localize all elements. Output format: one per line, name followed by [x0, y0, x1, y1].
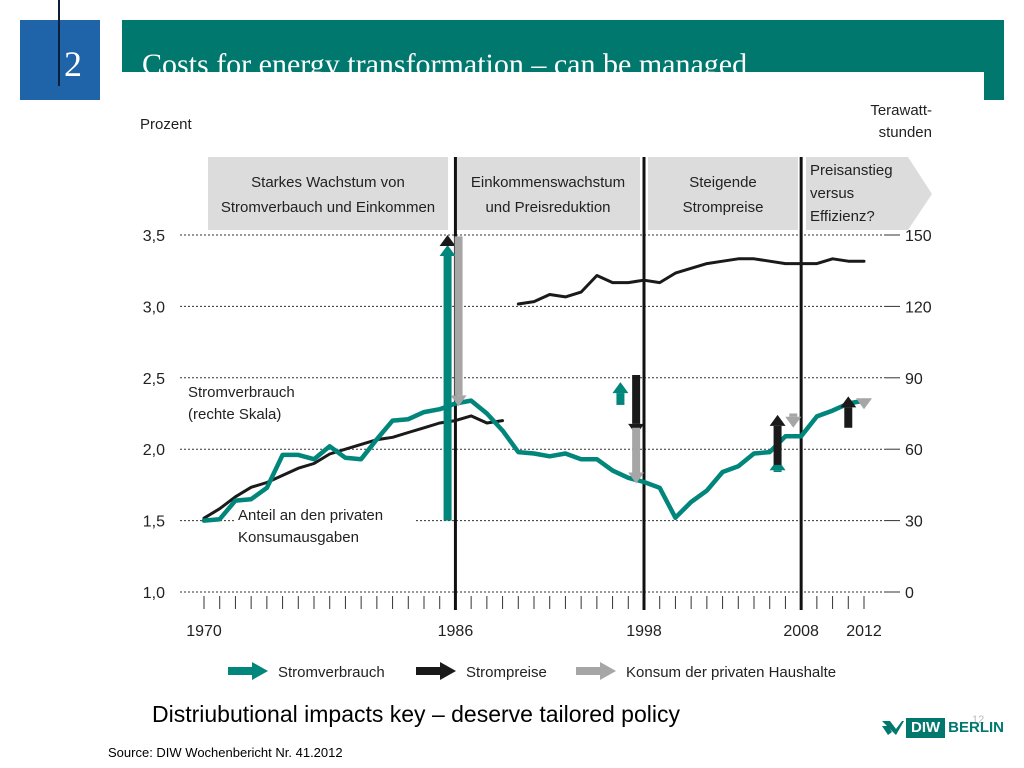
page-number: 12	[972, 714, 985, 726]
phase-label-4-line2: versus	[810, 185, 854, 202]
phase-label-3-line2: Strompreise	[683, 199, 764, 216]
x-tick-label: 1986	[438, 623, 474, 640]
phase-label-4-line1: Preisanstieg	[810, 162, 893, 179]
arrow-black-8	[769, 414, 786, 465]
arrow-head	[612, 382, 629, 394]
y-left-tick-label: 1,0	[143, 585, 165, 602]
arrow-head	[628, 472, 645, 484]
legend-arrow-shaft	[228, 667, 252, 675]
arrow-gray-6	[628, 427, 645, 484]
arrow-black-5	[628, 374, 645, 435]
x-tick-label: 1998	[626, 623, 662, 640]
arrow-head	[769, 414, 786, 426]
arrow-head	[785, 416, 802, 428]
logo-text-berlin: BERLIN	[948, 719, 1005, 736]
diw-logo-mark-icon	[882, 721, 904, 735]
arrow-head	[856, 398, 872, 410]
legend-item-1: Stromverbrauch	[228, 662, 385, 681]
arrow-black-2	[439, 235, 456, 246]
legend-label: Konsum der privaten Haushalte	[626, 664, 836, 681]
series-1-label-line2: (rechte Skala)	[188, 406, 281, 423]
legend-label: Strompreise	[466, 664, 547, 681]
y-right-tick-label: 150	[905, 228, 932, 245]
arrow-gray-11	[856, 398, 872, 410]
y-left-tick-label: 1,5	[143, 514, 165, 531]
y-right-tick-label: 30	[905, 514, 923, 531]
arrow-head	[439, 244, 456, 256]
legend-item-3: Konsum der privaten Haushalte	[576, 662, 836, 681]
phase-label-2-line1: Einkommenswachstum	[471, 174, 625, 191]
arrow-head	[439, 235, 456, 246]
phase-box-2	[456, 157, 640, 230]
arrow-gray-9	[785, 413, 802, 428]
series-1-label-line1: Stromverbrauch	[188, 384, 295, 401]
section-divider-line	[58, 0, 60, 86]
phase-box-1	[208, 157, 448, 230]
logo-text-diw: DIW	[906, 718, 946, 738]
series-1-line-segment-1	[202, 414, 505, 520]
y-right-title-line2: stunden	[879, 124, 932, 141]
y-right-tick-label: 90	[905, 371, 923, 388]
x-tick-label: 1970	[186, 623, 222, 640]
phase-label-1-line2: Stromverbauch und Einkommen	[221, 199, 435, 216]
x-tick-label: 2008	[783, 623, 819, 640]
legend-arrow-shaft	[416, 667, 440, 675]
y-left-title: Prozent	[140, 116, 193, 133]
source-note: Source: DIW Wochenbericht Nr. 41.2012	[108, 745, 343, 760]
x-tick-label: 2012	[846, 623, 882, 640]
arrow-teal-4	[612, 382, 629, 405]
section-number-box: 2	[20, 0, 100, 100]
phase-label-1-line1: Starkes Wachstum von	[251, 174, 405, 191]
series-2-line-segment-1	[201, 398, 867, 523]
arrow-gray-3	[450, 236, 467, 407]
y-right-tick-label: 0	[905, 585, 914, 602]
y-right-tick-label: 60	[905, 442, 923, 459]
series-1-line-segment-2	[516, 257, 866, 306]
arrow-teal-1	[439, 244, 456, 521]
arrow-black-10	[840, 396, 857, 428]
legend-arrow-shaft	[576, 667, 600, 675]
legend-arrow-head	[252, 662, 268, 680]
arrow-head	[840, 396, 857, 408]
series-2-label-line1: Anteil an den privaten	[238, 507, 383, 524]
phase-box-3	[648, 157, 798, 230]
legend-arrow-head	[600, 662, 616, 680]
y-right-tick-label: 120	[905, 299, 932, 316]
diw-berlin-logo: DIW BERLIN	[882, 717, 1004, 739]
y-left-tick-label: 2,0	[143, 442, 165, 459]
phase-label-4-line3: Effizienz?	[810, 208, 875, 225]
legend-item-2: Strompreise	[416, 662, 547, 681]
series-2-label-line2: Konsumausgaben	[238, 529, 359, 546]
slide-caption: Distriubutional impacts key – deserve ta…	[152, 701, 680, 727]
phase-box-4	[806, 157, 932, 230]
y-right-title-line1: Terawatt-	[870, 102, 932, 119]
legend-label: Stromverbrauch	[278, 664, 385, 681]
section-number: 2	[64, 44, 82, 84]
phase-label-2-line2: und Preisreduktion	[485, 199, 610, 216]
arrow-head	[450, 395, 467, 407]
legend-arrow-head	[440, 662, 456, 680]
y-left-tick-label: 3,0	[143, 299, 165, 316]
series-2-label-bg	[236, 503, 416, 549]
phase-label-3-line1: Steigende	[689, 174, 757, 191]
y-left-tick-label: 2,5	[143, 371, 165, 388]
y-left-tick-label: 3,5	[143, 228, 165, 245]
